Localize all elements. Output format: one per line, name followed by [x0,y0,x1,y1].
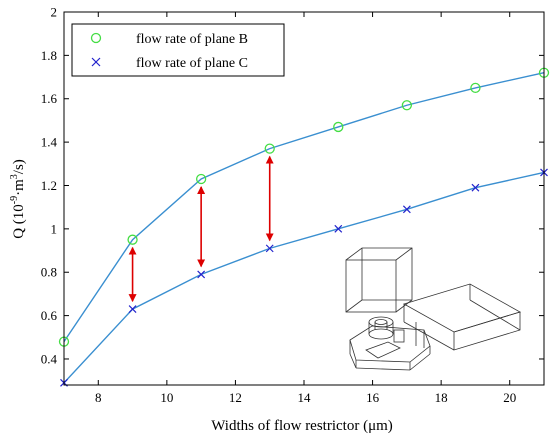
data-point [401,100,413,111]
legend-box [71,23,285,77]
data-point [402,205,411,214]
y-axis-label: Q (10-9·m3/s) [9,159,27,239]
data-point [470,82,481,94]
series-line-0 [63,72,545,343]
y-tick-label: 1.2 [41,178,57,193]
x-tick-label: 10 [160,390,173,405]
difference-arrows [128,155,274,303]
x-tick-label: 8 [95,390,102,405]
y-tick-label: 1.6 [41,91,58,106]
data-point [333,121,344,133]
legend-label-b: flow rate of plane B [136,32,248,47]
data-point [127,234,138,245]
y-tick-label: 0.6 [41,308,58,323]
y-tick-label: 2 [51,5,58,20]
x-tick-label: 16 [366,390,380,405]
x-tick-label: 18 [435,390,448,405]
inset-3d-model [345,247,522,371]
data-point [197,270,206,279]
y-tick-label: 1 [51,221,58,236]
y-tick-label: 1.8 [41,48,57,63]
x-axis-label: Widths of flow restrictor (μm) [211,418,393,434]
series-lines [63,72,545,384]
x-tick-label: 20 [503,390,516,405]
series-markers [58,67,550,387]
legend-marker-c [91,57,101,67]
y-tick-label: 0.8 [41,265,57,280]
data-point [471,183,480,192]
data-point [128,305,137,314]
y-tick-label: 0.4 [41,351,58,366]
legend: flow rate of plane B flow rate of plane … [71,23,285,77]
data-point [265,244,274,253]
data-point [334,224,343,233]
legend-label-c: flow rate of plane C [136,56,248,71]
data-point [195,173,207,185]
x-tick-label: 12 [229,390,242,405]
series-line-1 [63,171,545,384]
axes: 8 10 12 14 16 18 20 0.4 0.6 0.8 1 1.2 1.4 1.6 1.8 2 [41,5,545,405]
x-tick-label: 14 [298,390,312,405]
data-point [264,143,275,154]
y-tick-label: 1.4 [41,135,58,150]
legend-marker-b [90,32,102,44]
